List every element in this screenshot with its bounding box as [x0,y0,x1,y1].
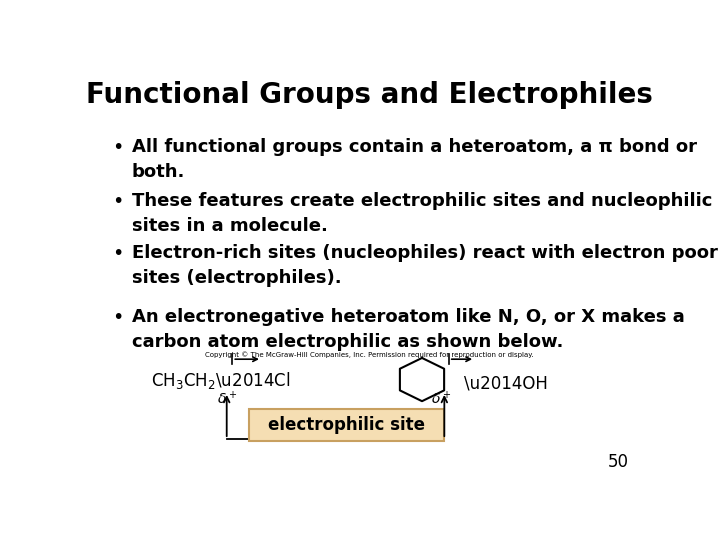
Text: CH$_3$CH$_2$\u2014Cl: CH$_3$CH$_2$\u2014Cl [151,370,291,392]
Text: •: • [112,244,124,262]
Text: electrophilic site: electrophilic site [268,416,426,434]
Text: •: • [112,192,124,211]
FancyBboxPatch shape [249,409,444,441]
Text: carbon atom electrophilic as shown below.: carbon atom electrophilic as shown below… [132,333,563,351]
Text: •: • [112,138,124,157]
Text: An electronegative heteroatom like N, O, or X makes a: An electronegative heteroatom like N, O,… [132,308,685,326]
Text: sites in a molecule.: sites in a molecule. [132,217,328,234]
Text: Electron-rich sites (nucleophiles) react with electron poor: Electron-rich sites (nucleophiles) react… [132,244,718,261]
Text: These features create electrophilic sites and nucleophilic: These features create electrophilic site… [132,192,712,210]
Text: •: • [112,308,124,327]
Text: Copyright © The McGraw-Hill Companies, Inc. Permission required for reproduction: Copyright © The McGraw-Hill Companies, I… [204,352,534,359]
Text: 50: 50 [608,454,629,471]
Text: Functional Groups and Electrophiles: Functional Groups and Electrophiles [86,82,652,110]
Text: $\delta^+$: $\delta^+$ [217,390,237,407]
Text: \u2014OH: \u2014OH [464,375,548,393]
Text: All functional groups contain a heteroatom, a π bond or: All functional groups contain a heteroat… [132,138,697,156]
Text: both.: both. [132,163,185,180]
Text: $\delta^+$: $\delta^+$ [431,390,451,407]
Text: sites (electrophiles).: sites (electrophiles). [132,268,341,287]
